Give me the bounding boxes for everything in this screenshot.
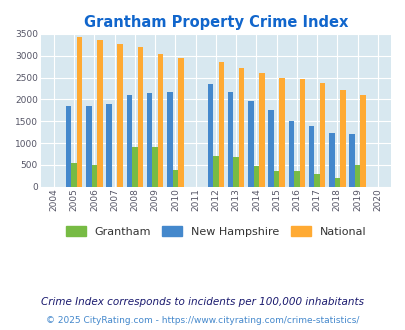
Bar: [360, 95, 365, 187]
Bar: [71, 163, 77, 187]
Bar: [77, 37, 82, 187]
Bar: [97, 41, 102, 187]
Bar: [167, 92, 172, 187]
Bar: [273, 171, 279, 187]
Bar: [147, 93, 152, 187]
Text: Crime Index corresponds to incidents per 100,000 inhabitants: Crime Index corresponds to incidents per…: [41, 297, 364, 307]
Bar: [293, 171, 299, 187]
Bar: [258, 73, 264, 187]
Bar: [339, 90, 345, 187]
Bar: [172, 170, 178, 187]
Bar: [92, 165, 97, 187]
Bar: [354, 165, 360, 187]
Bar: [213, 156, 218, 187]
Bar: [218, 62, 224, 187]
Bar: [308, 126, 313, 187]
Bar: [152, 147, 158, 187]
Bar: [253, 166, 258, 187]
Bar: [299, 79, 304, 187]
Bar: [178, 57, 183, 187]
Bar: [238, 68, 244, 187]
Bar: [279, 78, 284, 187]
Bar: [247, 101, 253, 187]
Bar: [66, 106, 71, 187]
Bar: [207, 84, 213, 187]
Bar: [233, 157, 238, 187]
Bar: [86, 106, 92, 187]
Bar: [132, 147, 137, 187]
Text: © 2025 CityRating.com - https://www.cityrating.com/crime-statistics/: © 2025 CityRating.com - https://www.city…: [46, 316, 359, 325]
Bar: [268, 110, 273, 187]
Bar: [319, 83, 324, 187]
Bar: [313, 174, 319, 187]
Bar: [106, 104, 112, 187]
Title: Grantham Property Crime Index: Grantham Property Crime Index: [83, 15, 347, 30]
Bar: [137, 47, 143, 187]
Legend: Grantham, New Hampshire, National: Grantham, New Hampshire, National: [66, 226, 365, 237]
Bar: [117, 44, 123, 187]
Bar: [126, 95, 132, 187]
Bar: [349, 134, 354, 187]
Bar: [158, 53, 163, 187]
Bar: [334, 178, 339, 187]
Bar: [328, 133, 334, 187]
Bar: [288, 121, 293, 187]
Bar: [227, 92, 233, 187]
